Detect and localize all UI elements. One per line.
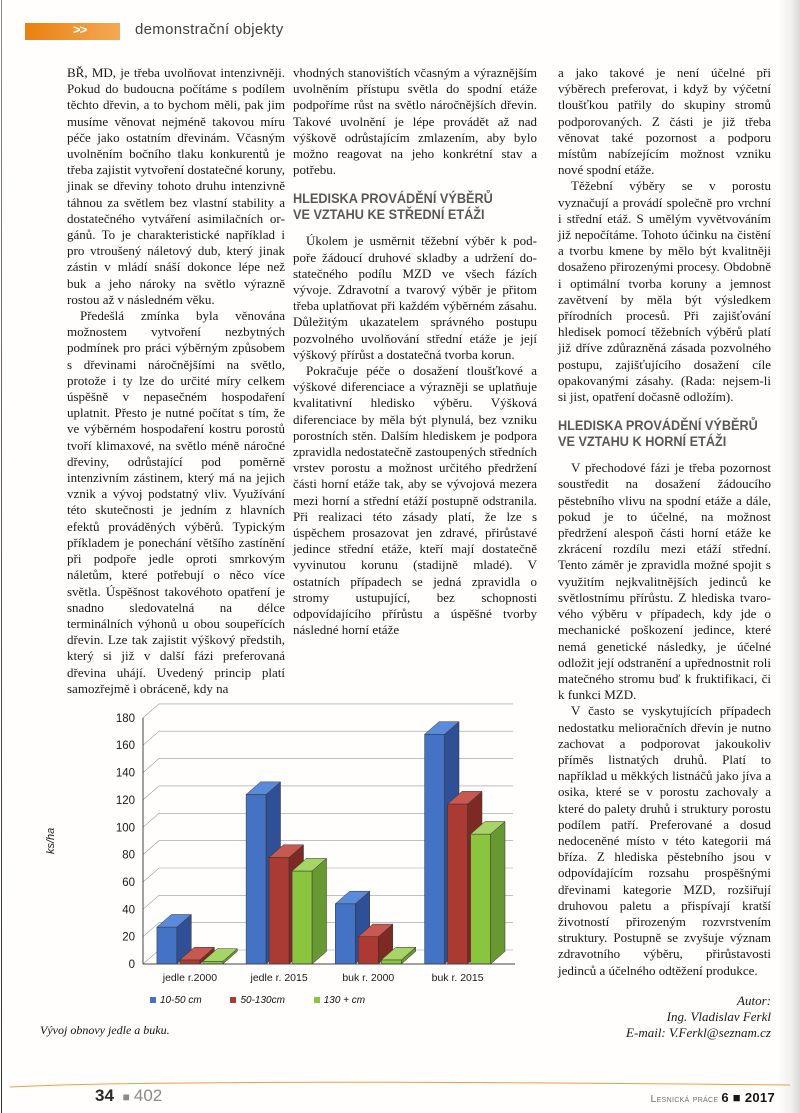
svg-text:180: 180 [116, 713, 135, 725]
svg-text:100: 100 [116, 822, 135, 834]
svg-text:jedle r.2000: jedle r.2000 [162, 972, 217, 984]
svg-text:20: 20 [122, 932, 135, 944]
svg-text:buk r. 2000: buk r. 2000 [342, 972, 394, 984]
svg-text:0: 0 [129, 959, 135, 971]
svg-text:80: 80 [122, 850, 135, 862]
svg-text:140: 140 [116, 768, 135, 780]
svg-text:40: 40 [122, 904, 135, 916]
svg-text:buk r. 2015: buk r. 2015 [432, 972, 484, 984]
svg-text:jedle r. 2015: jedle r. 2015 [249, 972, 307, 984]
svg-text:120: 120 [116, 795, 135, 807]
svg-text:60: 60 [122, 877, 135, 889]
svg-text:160: 160 [116, 740, 135, 752]
svg-text:ks/ha: ks/ha [45, 828, 57, 854]
